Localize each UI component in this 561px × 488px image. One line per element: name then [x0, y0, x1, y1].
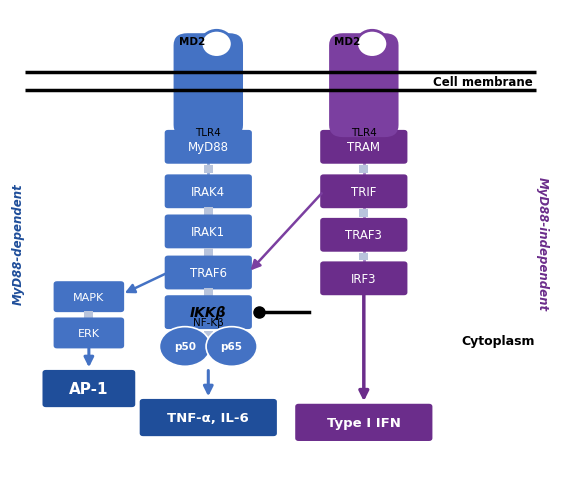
Text: MAPK: MAPK [73, 292, 104, 302]
Text: TRAF3: TRAF3 [346, 229, 382, 242]
Text: IKKβ: IKKβ [190, 305, 227, 320]
Text: AP-1: AP-1 [69, 381, 109, 396]
Text: p50: p50 [174, 342, 196, 352]
Text: IRAK1: IRAK1 [191, 225, 226, 239]
Text: TRAF6: TRAF6 [190, 266, 227, 280]
Text: MyD88-independent: MyD88-independent [536, 177, 549, 311]
FancyBboxPatch shape [165, 296, 252, 329]
Text: TLR4: TLR4 [195, 128, 221, 138]
FancyBboxPatch shape [329, 34, 398, 138]
Text: MD2: MD2 [178, 38, 205, 47]
Text: MyD88-dependent: MyD88-dependent [12, 183, 25, 305]
Text: p65: p65 [220, 342, 242, 352]
FancyBboxPatch shape [165, 215, 252, 249]
FancyBboxPatch shape [320, 131, 407, 164]
FancyBboxPatch shape [320, 175, 407, 209]
FancyBboxPatch shape [54, 282, 124, 312]
Text: ERK: ERK [78, 328, 100, 338]
FancyBboxPatch shape [204, 248, 213, 256]
FancyBboxPatch shape [204, 166, 213, 174]
FancyBboxPatch shape [295, 404, 433, 441]
Ellipse shape [206, 327, 257, 366]
FancyBboxPatch shape [360, 166, 368, 174]
FancyBboxPatch shape [360, 210, 368, 218]
Text: TLR4: TLR4 [351, 128, 376, 138]
FancyBboxPatch shape [204, 289, 213, 297]
Text: IRF3: IRF3 [351, 272, 376, 285]
FancyBboxPatch shape [320, 262, 407, 296]
Circle shape [357, 31, 388, 58]
Text: TRAM: TRAM [347, 141, 380, 154]
FancyBboxPatch shape [165, 131, 252, 164]
FancyBboxPatch shape [204, 331, 213, 339]
Text: Cell membrane: Cell membrane [434, 76, 533, 88]
FancyBboxPatch shape [173, 34, 243, 138]
FancyBboxPatch shape [165, 175, 252, 209]
Ellipse shape [159, 327, 210, 366]
Text: Type I IFN: Type I IFN [327, 416, 401, 429]
FancyBboxPatch shape [320, 219, 407, 252]
Text: Cytoplasm: Cytoplasm [461, 334, 535, 347]
FancyBboxPatch shape [360, 253, 368, 261]
Text: NF-Kβ: NF-Kβ [193, 317, 224, 327]
Circle shape [201, 31, 232, 58]
Text: MyD88: MyD88 [188, 141, 229, 154]
Text: MD2: MD2 [334, 38, 360, 47]
Text: IRAK4: IRAK4 [191, 185, 226, 199]
Text: TRIF: TRIF [351, 185, 376, 199]
FancyBboxPatch shape [204, 208, 213, 216]
FancyBboxPatch shape [54, 318, 124, 349]
FancyBboxPatch shape [84, 311, 93, 319]
Text: TNF-α, IL-6: TNF-α, IL-6 [167, 411, 249, 424]
FancyBboxPatch shape [43, 370, 135, 407]
FancyBboxPatch shape [165, 256, 252, 290]
FancyBboxPatch shape [140, 399, 277, 436]
